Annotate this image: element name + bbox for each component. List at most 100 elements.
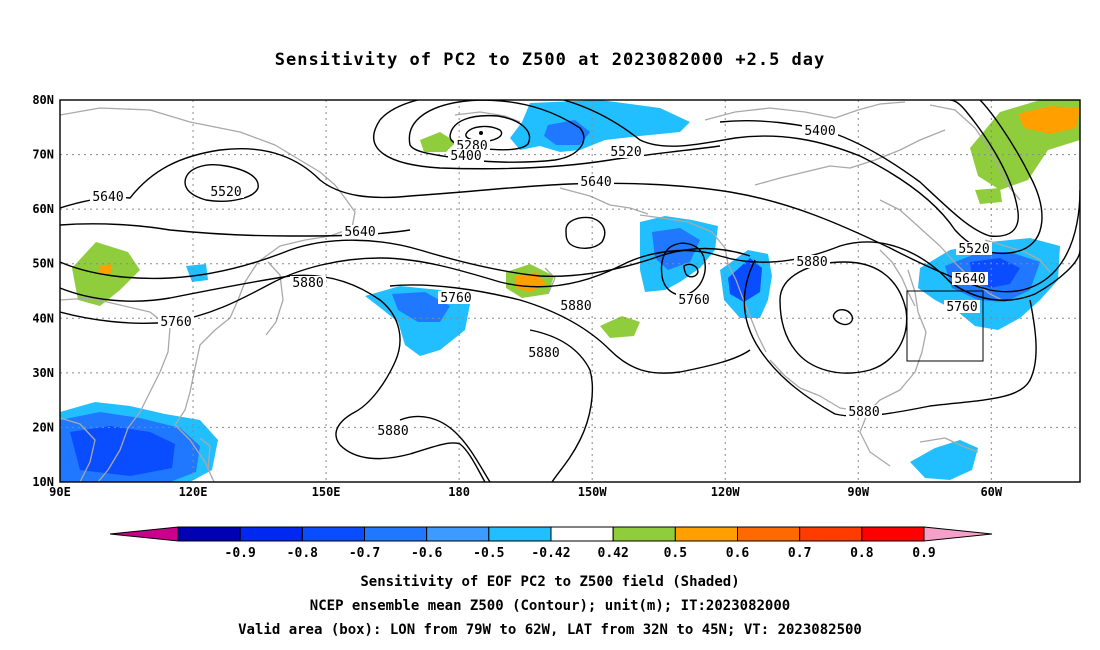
contour-label: 5760 — [438, 291, 474, 306]
contour-label: 5520 — [608, 145, 644, 160]
contour-label: 5760 — [158, 315, 194, 330]
svg-text:5880: 5880 — [292, 276, 323, 291]
contour-label: 5880 — [794, 255, 830, 270]
positive-patch — [600, 316, 640, 338]
colorbar-tick-label: 0.7 — [788, 546, 811, 561]
colorbar-segment — [426, 526, 490, 542]
lat-label: 50N — [32, 257, 54, 271]
contour-label: 5760 — [676, 293, 712, 308]
svg-text:5400: 5400 — [804, 124, 835, 139]
low-center-marker — [479, 131, 483, 135]
colorbar-segment — [177, 526, 241, 542]
colorbar-max-triangle — [923, 526, 993, 542]
caption-line-3: Valid area (box): LON from 79W to 62W, L… — [238, 622, 862, 638]
colorbar-tick-label: -0.7 — [349, 546, 380, 561]
positive-patch — [1018, 106, 1080, 134]
colorbar-tick-label: 0.8 — [850, 546, 874, 561]
lon-label: 180 — [448, 485, 470, 499]
negative-patch — [70, 426, 175, 476]
contour-5520 — [379, 100, 1043, 254]
negative-patch — [392, 292, 450, 322]
negative-patch — [728, 258, 762, 302]
svg-text:5880: 5880 — [528, 346, 559, 361]
contour-label: 5880 — [526, 346, 562, 361]
colorbar-tick-label: 0.6 — [726, 546, 750, 561]
svg-text:5880: 5880 — [560, 299, 591, 314]
colorbar-tick-label: -0.6 — [411, 546, 442, 561]
contour-label: 5880 — [846, 405, 882, 420]
contour-label: 5640 — [952, 272, 988, 287]
lat-label: 60N — [32, 202, 54, 216]
contour-label: 5880 — [375, 424, 411, 439]
contour-label: 5760 — [944, 300, 980, 315]
colorbar-tick-label: 0.42 — [598, 546, 629, 561]
lon-label: 150E — [312, 485, 341, 499]
lon-label: 150W — [578, 485, 608, 499]
contour-5880-atl — [779, 261, 908, 374]
svg-text:5760: 5760 — [160, 315, 191, 330]
svg-text:5760: 5760 — [678, 293, 709, 308]
svg-text:5880: 5880 — [796, 255, 827, 270]
colorbar-tick-label: -0.5 — [473, 546, 504, 561]
lat-label: 40N — [32, 311, 54, 325]
contour-label: 5520 — [956, 242, 992, 257]
contour-label: 5640 — [342, 225, 378, 240]
contour-label: 5640 — [578, 175, 614, 190]
colorbar-segment — [737, 526, 801, 542]
contour-5880-c — [399, 415, 491, 482]
lat-label: 30N — [32, 366, 54, 380]
contour-label: 5880 — [558, 299, 594, 314]
colorbar-tick-label: 0.9 — [912, 546, 935, 561]
colorbar-tick-label: 0.5 — [664, 546, 687, 561]
lon-label: 60W — [980, 485, 1002, 499]
svg-text:5880: 5880 — [848, 405, 879, 420]
positive-patch — [100, 264, 112, 274]
contour-label: 5880 — [290, 276, 326, 291]
svg-text:5880: 5880 — [377, 424, 408, 439]
contour-label: 5520 — [208, 185, 244, 200]
contour-5640-c — [565, 216, 606, 249]
colorbar-tick-label: -0.8 — [287, 546, 318, 561]
caption-line-1: Sensitivity of EOF PC2 to Z500 field (Sh… — [360, 574, 740, 590]
svg-text:5760: 5760 — [946, 300, 977, 315]
lat-lon-grid — [60, 100, 1080, 482]
contour-5880-south — [529, 329, 594, 482]
contour-label: 5400 — [448, 149, 484, 164]
colorbar-segment — [488, 526, 552, 542]
lat-label: 10N — [32, 475, 54, 489]
contour-5400-east — [719, 100, 1019, 237]
contour-5640-a — [60, 148, 1080, 293]
lat-label: 70N — [32, 148, 54, 162]
map-frame — [59, 99, 1081, 483]
contour-5520-west — [184, 164, 259, 202]
colorbar-segment — [239, 526, 303, 542]
colorbar-tick-label: -0.9 — [225, 546, 256, 561]
positive-patch — [975, 188, 1002, 204]
contour-5280-inner — [465, 125, 503, 142]
lon-label: 90W — [847, 485, 869, 499]
colorbar-segment — [364, 526, 428, 542]
lat-label: 20N — [32, 420, 54, 434]
lon-label: 120W — [711, 485, 741, 499]
lat-label: 80N — [32, 93, 54, 107]
svg-text:5520: 5520 — [210, 185, 241, 200]
contour-5760-b — [60, 239, 751, 280]
svg-text:5640: 5640 — [92, 190, 123, 205]
colorbar-min-triangle — [109, 526, 179, 542]
svg-text:5640: 5640 — [954, 272, 985, 287]
svg-text:5760: 5760 — [440, 291, 471, 306]
colorbar-segment — [674, 526, 738, 542]
contour-5520-wrap — [373, 119, 721, 170]
caption-line-2: NCEP ensemble mean Z500 (Contour); unit(… — [309, 598, 791, 614]
svg-text:5520: 5520 — [610, 145, 641, 160]
svg-text:5520: 5520 — [958, 242, 989, 257]
colorbar-segment — [861, 526, 925, 542]
colorbar: -0.9 -0.8 -0.7 -0.6 -0.5 -0.42 0.42 0.5 0.6 0.7 0.… — [109, 526, 993, 561]
svg-text:5640: 5640 — [344, 225, 375, 240]
colorbar-tick-label: -0.42 — [531, 546, 570, 561]
colorbar-segment — [550, 526, 614, 542]
colorbar-segment — [612, 526, 676, 542]
negative-patch — [652, 228, 700, 270]
